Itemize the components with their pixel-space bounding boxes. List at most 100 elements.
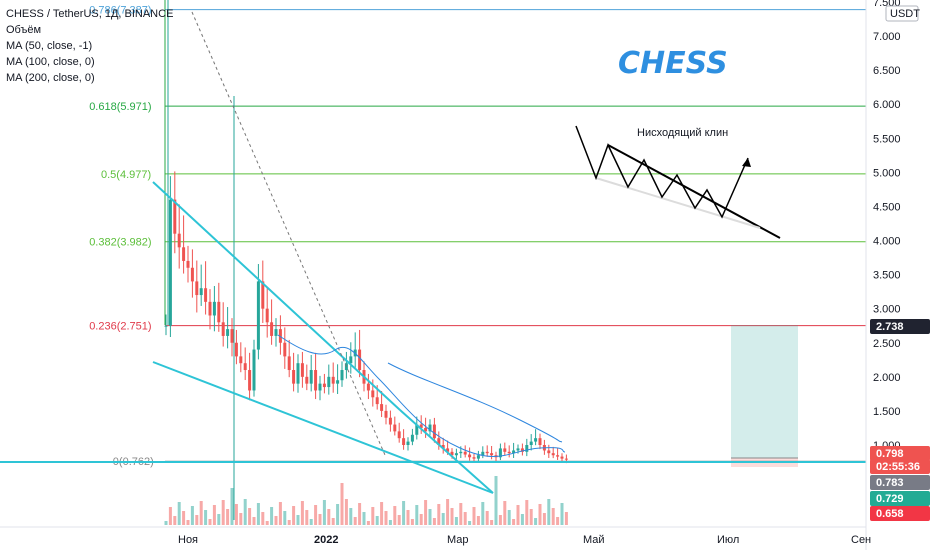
candle (190, 249, 194, 298)
dashed-trendline[interactable] (191, 11, 386, 456)
volume-bar (485, 511, 489, 525)
candle (217, 282, 221, 332)
candle (270, 299, 274, 345)
volume-bar (454, 517, 458, 525)
volume-bar (243, 499, 247, 525)
volume-bar (459, 503, 463, 525)
x-tick-label: 2022 (314, 534, 338, 546)
x-tick-label: Сен (851, 534, 871, 546)
candle (248, 352, 252, 401)
candle (534, 429, 538, 446)
volume-bar (331, 518, 335, 525)
candle (226, 307, 230, 349)
price-tag: 0.729 (870, 491, 930, 506)
price-tag: 02:55:36 (870, 459, 930, 474)
chart-legend: CHESS / TetherUS, 1Д, BINANCE Объём MA (… (6, 6, 173, 86)
candle (349, 342, 353, 374)
volume-bar (481, 502, 485, 525)
candle (292, 352, 296, 392)
volume-bar (512, 519, 516, 525)
fib-level: 0.236(2.751) (89, 321, 866, 333)
y-tick-label: 5.000 (873, 167, 901, 179)
candle (468, 447, 472, 461)
candle (168, 176, 172, 337)
indicator-ma100[interactable]: MA (100, close, 0) (6, 56, 95, 68)
svg-text:0.729: 0.729 (876, 493, 904, 505)
volume-bar (406, 510, 410, 525)
indicator-ma200[interactable]: MA (200, close, 0) (6, 72, 95, 84)
volume-bar (300, 501, 304, 525)
candle (410, 428, 414, 446)
volume-bar (424, 500, 428, 525)
y-tick-label: 4.500 (873, 201, 901, 213)
candle (287, 339, 291, 378)
fib-level: 0.382(3.982) (89, 237, 866, 249)
candle (318, 375, 322, 401)
candle (547, 444, 551, 458)
y-tick-label: 6.000 (873, 99, 901, 111)
wedge-lower-trendline[interactable] (152, 361, 494, 494)
volume-bar (525, 500, 529, 525)
volume-bar (353, 517, 357, 525)
indicator-volume[interactable]: Объём (6, 24, 42, 36)
candle (529, 434, 533, 451)
volume-bar (494, 476, 498, 525)
volume-bar (199, 501, 203, 525)
candle (419, 415, 423, 434)
candle (331, 362, 335, 393)
candle (525, 438, 529, 457)
volume-bar (327, 509, 331, 525)
candle (204, 261, 208, 315)
wedge-upper-extension[interactable] (399, 409, 494, 494)
volume-bar (542, 513, 546, 525)
volume-bar (230, 488, 234, 525)
volume-bar (278, 502, 282, 525)
volume-bar (529, 509, 533, 525)
candle (490, 445, 494, 460)
volume-bar (556, 517, 560, 525)
indicator-ma50[interactable]: MA (50, close, -1) (6, 40, 93, 52)
candle (199, 264, 203, 306)
y-tick-label: 2.500 (873, 338, 901, 350)
volume-bar (270, 507, 274, 525)
time-axis[interactable]: Ноя 2022 Мар Май Июл Сен (0, 526, 871, 546)
currency-label[interactable]: USDT (885, 5, 920, 22)
ma-line-2 (387, 362, 563, 443)
long-position-box[interactable] (731, 325, 798, 467)
candle (402, 429, 406, 450)
volume-bar (265, 521, 269, 525)
candle (454, 448, 458, 460)
y-tick-label: 2.000 (873, 372, 901, 384)
volume-bar (534, 518, 538, 525)
volume-bar (292, 506, 296, 525)
fib-level: 0.786(7.387) (89, 5, 866, 17)
candle (300, 351, 304, 388)
y-tick-label: 3.500 (873, 270, 901, 282)
volume-bar (168, 507, 172, 525)
volume-bar (274, 516, 278, 525)
candles (164, 0, 568, 520)
volume-bars (164, 476, 568, 525)
volume-bar (397, 515, 401, 525)
volume-bar (371, 507, 375, 525)
wedge-upper-trendline[interactable] (152, 181, 401, 411)
trendlines[interactable] (0, 11, 866, 494)
candle (230, 318, 234, 357)
volume-bar (221, 500, 225, 525)
volume-bar (239, 513, 243, 525)
volume-bar (252, 517, 256, 525)
candle (437, 431, 441, 450)
candle (520, 443, 524, 456)
volume-bar (204, 510, 208, 525)
volume-bar (173, 516, 177, 525)
volume-bar (296, 515, 300, 525)
symbol-title: CHESS / TetherUS, 1Д, BINANCE (6, 8, 174, 20)
volume-bar (362, 512, 366, 525)
candle (340, 361, 344, 387)
volume-bar (287, 520, 291, 525)
svg-text:0.382(3.982): 0.382(3.982) (89, 237, 151, 249)
volume-bar (164, 521, 168, 525)
candle (195, 260, 199, 313)
